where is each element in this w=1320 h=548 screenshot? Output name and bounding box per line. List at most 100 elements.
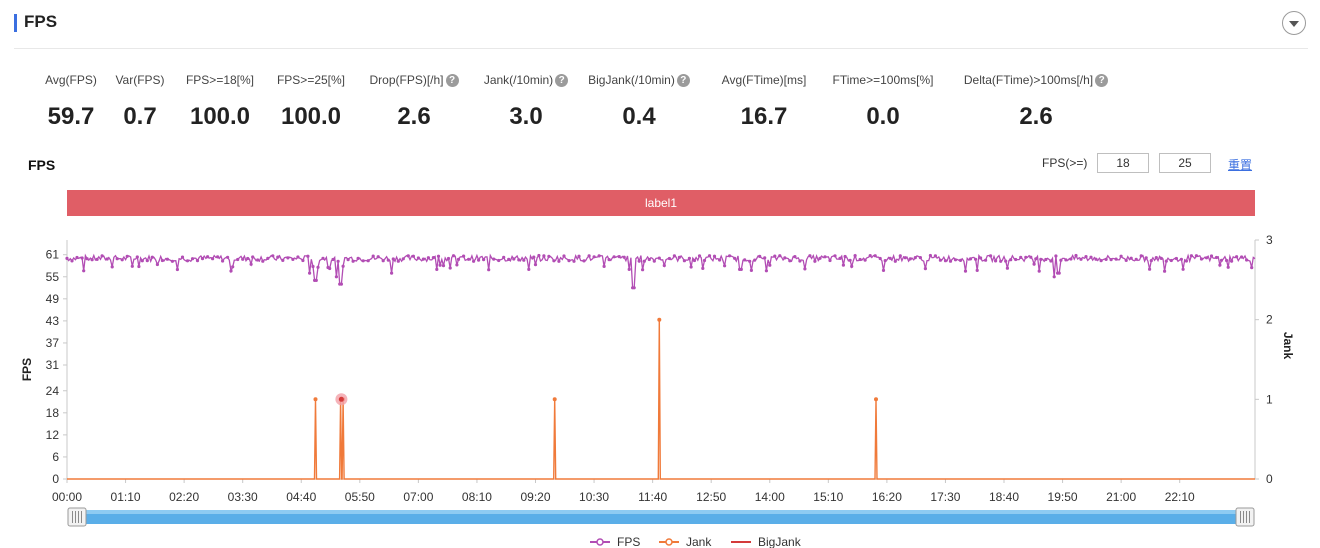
fps-point bbox=[918, 256, 923, 260]
fps-point bbox=[451, 254, 456, 258]
x-tick-label: 01:10 bbox=[111, 490, 141, 504]
fps-point bbox=[1054, 254, 1058, 258]
fps-point bbox=[701, 266, 705, 270]
x-tick-label: 11:40 bbox=[638, 490, 667, 504]
metric-label-text: Avg(FTime)[ms] bbox=[721, 73, 807, 87]
metric-9: Delta(FTime)>100ms[/h]? 2.6 bbox=[961, 72, 1111, 131]
y-tick-label: 24 bbox=[46, 384, 60, 398]
fps-point bbox=[1250, 266, 1254, 270]
fps-point bbox=[314, 278, 318, 282]
fps-point bbox=[1052, 275, 1056, 279]
fps-point bbox=[647, 257, 651, 262]
fps-point bbox=[190, 257, 195, 261]
fps-point bbox=[963, 269, 968, 273]
help-icon[interactable]: ? bbox=[555, 73, 569, 87]
fps-point bbox=[502, 255, 506, 259]
metric-value: 59.7 bbox=[47, 103, 95, 130]
help-icon[interactable]: ? bbox=[676, 73, 690, 87]
fps-point bbox=[249, 262, 253, 266]
fps-point bbox=[381, 259, 385, 263]
help-icon[interactable]: ? bbox=[1095, 73, 1109, 87]
fps-point bbox=[853, 254, 857, 258]
fps-point bbox=[773, 254, 777, 258]
fps-point bbox=[336, 259, 340, 263]
zoom-handle-right[interactable] bbox=[1235, 507, 1255, 527]
x-tick-label: 09:20 bbox=[520, 490, 550, 504]
fps-point bbox=[251, 255, 255, 259]
zoom-slider-sheen bbox=[72, 510, 1250, 514]
threshold-low-input[interactable] bbox=[1097, 153, 1149, 173]
fps-point bbox=[371, 254, 375, 258]
fps-point bbox=[718, 258, 722, 262]
fps-point bbox=[356, 256, 360, 260]
fps-point bbox=[435, 267, 439, 271]
fps-point bbox=[366, 259, 370, 263]
zoom-handle-left[interactable] bbox=[67, 507, 87, 527]
fps-point bbox=[749, 268, 754, 272]
metric-label: FPS>=18[%] bbox=[145, 72, 295, 88]
fps-point bbox=[783, 256, 787, 260]
y-tick-label: 0 bbox=[52, 472, 59, 486]
fps-point bbox=[200, 257, 205, 261]
fps-point bbox=[291, 257, 295, 261]
label-band[interactable]: label1 bbox=[67, 190, 1255, 216]
chart-title: FPS bbox=[28, 157, 56, 173]
fps-point bbox=[80, 256, 84, 260]
fps-point bbox=[1019, 255, 1023, 259]
jank-highlight-point bbox=[338, 396, 344, 402]
fps-point bbox=[828, 258, 832, 263]
fps-point bbox=[667, 256, 672, 261]
fps-point bbox=[873, 254, 877, 258]
fps-point bbox=[868, 254, 872, 258]
fps-series bbox=[65, 253, 1256, 290]
fps-line bbox=[66, 253, 1256, 289]
fps-point bbox=[1218, 263, 1222, 267]
fps-point bbox=[943, 259, 948, 263]
fps-point bbox=[507, 257, 511, 261]
y-tick-label: 55 bbox=[46, 270, 60, 284]
fps-point bbox=[351, 259, 355, 263]
x-tick-label: 14:00 bbox=[755, 490, 785, 504]
fps-point bbox=[577, 254, 581, 258]
fps-point bbox=[206, 255, 210, 259]
zoom-slider bbox=[67, 507, 1255, 527]
header-accent-bar bbox=[14, 14, 17, 32]
fps-point bbox=[95, 257, 99, 261]
reset-link[interactable]: 重置 bbox=[1228, 158, 1253, 172]
fps-point bbox=[938, 258, 943, 262]
fps-point bbox=[833, 254, 837, 258]
threshold-label: FPS(>=) bbox=[1042, 156, 1088, 170]
fps-point bbox=[632, 286, 636, 290]
legend-item-fps[interactable]: FPS bbox=[590, 535, 640, 548]
fps-point bbox=[137, 264, 141, 269]
metric-value: 100.0 bbox=[280, 103, 342, 130]
y-tick-label: 49 bbox=[46, 292, 60, 306]
fps-point bbox=[90, 258, 94, 262]
fps-point bbox=[758, 254, 762, 258]
fps-point bbox=[999, 259, 1003, 263]
metric-8: FTime>=100ms[%] 0.0 bbox=[808, 72, 958, 131]
fps-point bbox=[1164, 259, 1168, 263]
fps-point bbox=[592, 255, 596, 259]
x-tick-label: 03:30 bbox=[228, 490, 258, 504]
legend-item-jank[interactable]: Jank bbox=[659, 535, 712, 548]
x-tick-label: 16:20 bbox=[872, 490, 902, 504]
fps-point bbox=[1094, 257, 1098, 261]
fps-point bbox=[587, 254, 591, 258]
fps-point bbox=[881, 268, 886, 272]
metric-label-text: BigJank(/10min) bbox=[588, 73, 675, 87]
fps-point bbox=[878, 256, 882, 261]
fps-point bbox=[477, 258, 481, 262]
threshold-high-input[interactable] bbox=[1159, 153, 1211, 173]
fps-point bbox=[798, 259, 802, 263]
metric-label: Var(FPS) bbox=[65, 72, 215, 88]
metric-value: 0.7 bbox=[123, 103, 157, 130]
help-icon[interactable]: ? bbox=[445, 73, 459, 87]
fps-point bbox=[65, 256, 69, 260]
fps-point bbox=[841, 263, 846, 267]
fps-point bbox=[391, 257, 395, 261]
fps-point bbox=[120, 258, 124, 262]
fps-point bbox=[160, 258, 164, 263]
legend-item-bigjank[interactable]: BigJank bbox=[731, 535, 802, 548]
collapse-chevron-icon[interactable] bbox=[1282, 11, 1306, 35]
